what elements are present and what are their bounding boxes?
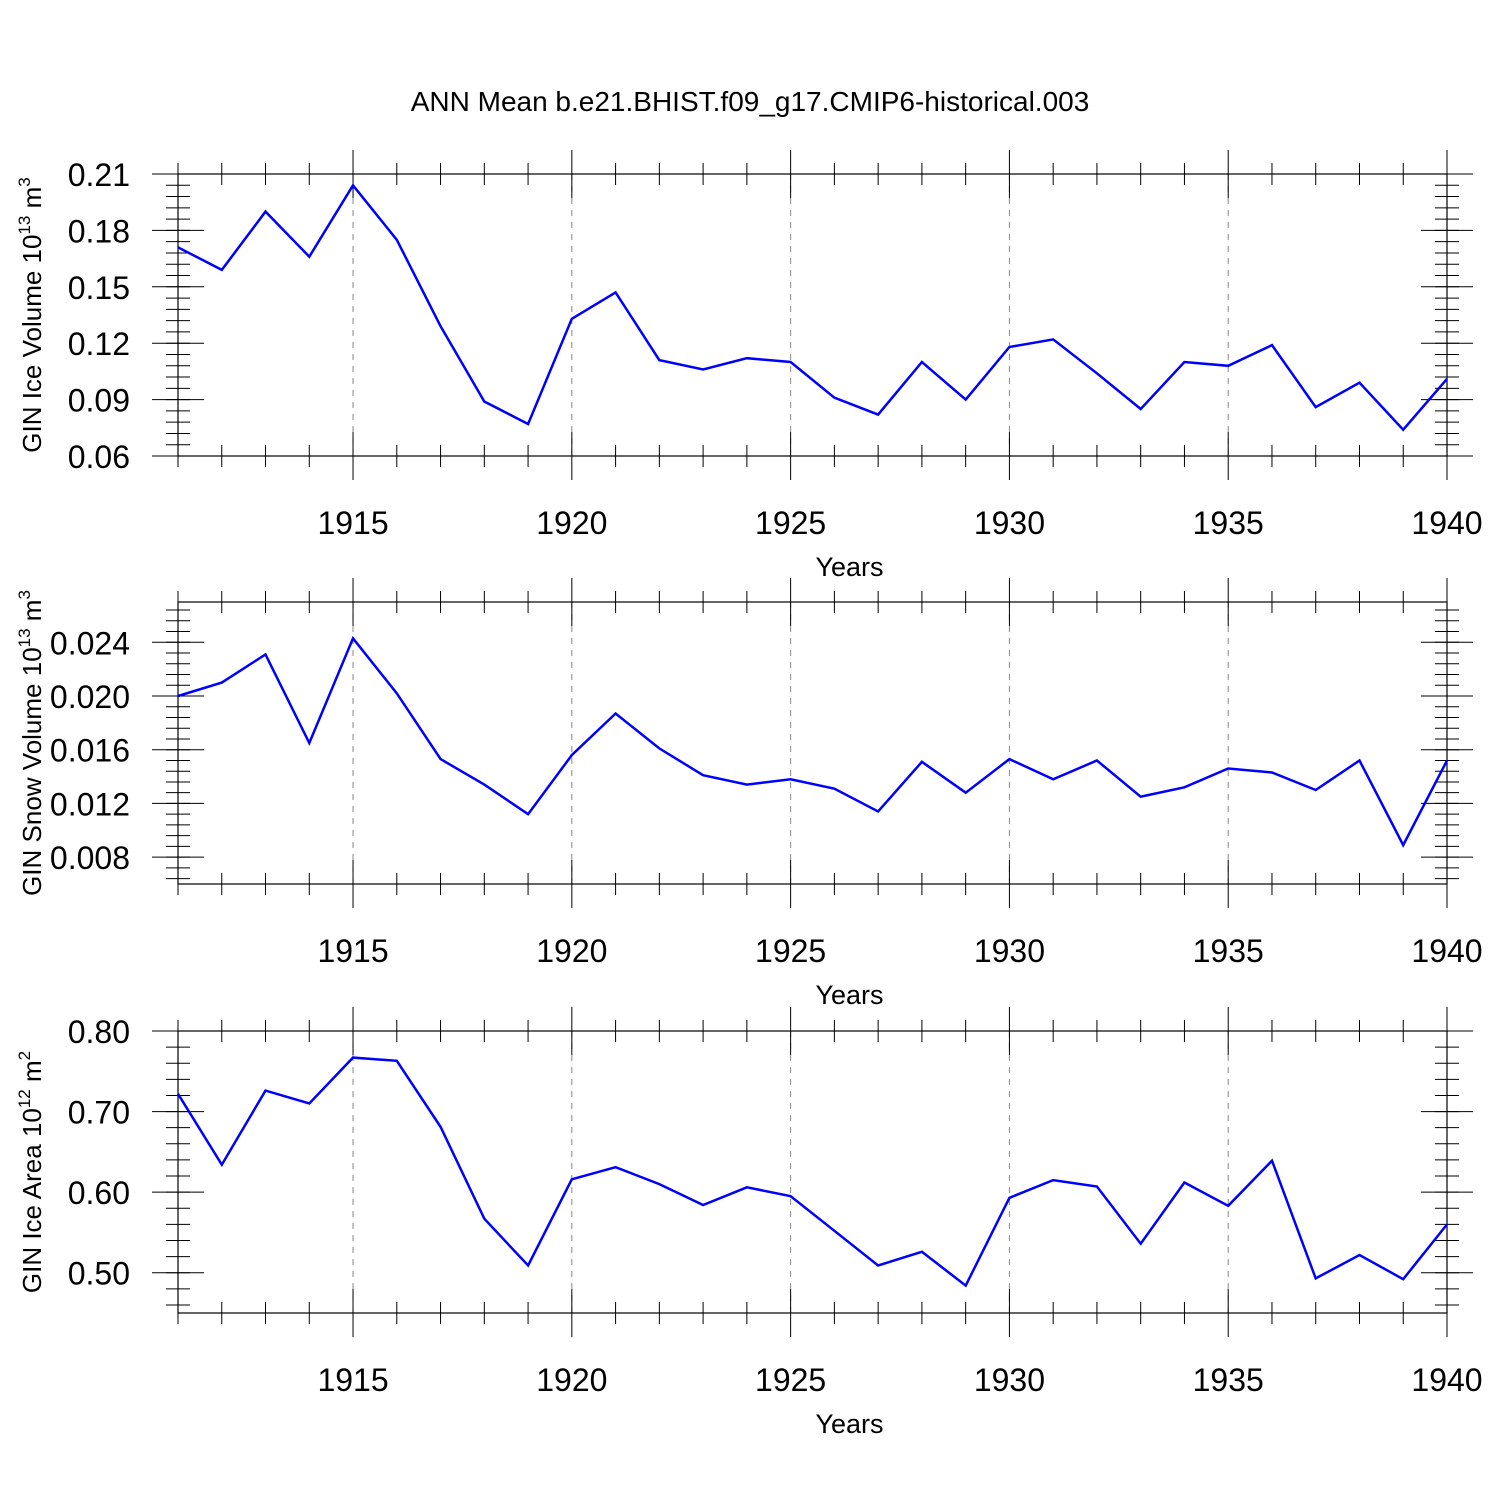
y-tick-label: 0.008 bbox=[50, 840, 130, 876]
panel-snow-volume: 0.008 0.012 0.016 0.020 0.024 1915 1920 1925 193… bbox=[15, 578, 1483, 1010]
x-axis-label: Years bbox=[815, 1409, 883, 1439]
y-tick-label: 0.12 bbox=[68, 326, 130, 362]
y-axis-label-part: GIN Snow Volume 10 bbox=[17, 647, 47, 896]
y-tick-label: 0.016 bbox=[50, 733, 130, 769]
x-tick-label: 1915 bbox=[317, 933, 388, 969]
x-tick-label: 1920 bbox=[536, 933, 607, 969]
y-tick-label: 0.09 bbox=[68, 383, 130, 419]
x-tick-label: 1935 bbox=[1193, 1362, 1264, 1398]
y-tick-label: 0.50 bbox=[68, 1256, 130, 1292]
y-tick-label: 0.80 bbox=[68, 1014, 130, 1050]
x-tick-label: 1940 bbox=[1411, 933, 1482, 969]
y-tick-label: 0.70 bbox=[68, 1095, 130, 1131]
figure-title: ANN Mean b.e21.BHIST.f09_g17.CMIP6-histo… bbox=[411, 86, 1090, 117]
x-tick-label: 1925 bbox=[755, 1362, 826, 1398]
x-axis-label: Years bbox=[815, 552, 883, 582]
panel-ice-volume: 0.06 0.09 0.12 0.15 0.18 0.21 1915 1920 1925 1930… bbox=[15, 150, 1483, 582]
x-tick-label: 1935 bbox=[1193, 505, 1264, 541]
x-tick-label: 1930 bbox=[974, 1362, 1045, 1398]
y-tick-label: 0.020 bbox=[50, 679, 130, 715]
x-tick-label: 1930 bbox=[974, 933, 1045, 969]
y-tick-label: 0.012 bbox=[50, 786, 130, 822]
x-tick-label: 1935 bbox=[1193, 933, 1264, 969]
x-tick-label: 1940 bbox=[1411, 1362, 1482, 1398]
x-tick-label: 1915 bbox=[317, 505, 388, 541]
x-axis-label: Years bbox=[815, 980, 883, 1010]
y-tick-label: 0.18 bbox=[68, 213, 130, 249]
series-line bbox=[177, 183, 1448, 432]
y-axis-label-superscript: 12 bbox=[15, 1089, 34, 1108]
y-tick-label: 0.15 bbox=[68, 270, 130, 306]
x-tick-label: 1920 bbox=[536, 505, 607, 541]
x-tick-label: 1925 bbox=[755, 505, 826, 541]
y-axis-label-superscript: 2 bbox=[15, 1051, 34, 1060]
y-axis-label-superscript: 3 bbox=[15, 590, 34, 599]
y-axis-label-superscript: 3 bbox=[15, 177, 34, 186]
plot-frame bbox=[177, 173, 1448, 457]
panel-ice-area: 0.50 0.60 0.70 0.80 1915 1920 1925 1930 1935 1940… bbox=[15, 1007, 1483, 1439]
y-axis-label: GIN Snow Volume 1013 m3 bbox=[15, 590, 47, 896]
y-axis-label: GIN Ice Area 1012 m2 bbox=[15, 1051, 47, 1293]
y-axis-label-part: m bbox=[17, 187, 47, 216]
x-tick-label: 1940 bbox=[1411, 505, 1482, 541]
x-tick-label: 1930 bbox=[974, 505, 1045, 541]
plot-frame bbox=[177, 601, 1448, 885]
y-axis-label-superscript: 13 bbox=[15, 628, 34, 647]
y-axis-label: GIN Ice Volume 1013 m3 bbox=[15, 177, 47, 453]
y-tick-label: 0.21 bbox=[68, 157, 130, 193]
x-tick-label: 1920 bbox=[536, 1362, 607, 1398]
y-tick-label: 0.024 bbox=[50, 625, 130, 661]
x-tick-label: 1915 bbox=[317, 1362, 388, 1398]
series-line bbox=[176, 1056, 1448, 1288]
y-tick-label: 0.60 bbox=[68, 1175, 130, 1211]
x-tick-label: 1925 bbox=[755, 933, 826, 969]
y-axis-label-part: GIN Ice Volume 10 bbox=[17, 235, 47, 453]
y-axis-label-part: m bbox=[17, 600, 47, 629]
y-tick-label: 0.06 bbox=[68, 439, 130, 475]
y-axis-label-part: m bbox=[17, 1060, 47, 1089]
y-axis-label-part: GIN Ice Area 10 bbox=[17, 1108, 47, 1293]
y-axis-label-superscript: 13 bbox=[15, 216, 34, 235]
plot-frame bbox=[177, 1030, 1448, 1314]
series-line bbox=[177, 635, 1449, 848]
